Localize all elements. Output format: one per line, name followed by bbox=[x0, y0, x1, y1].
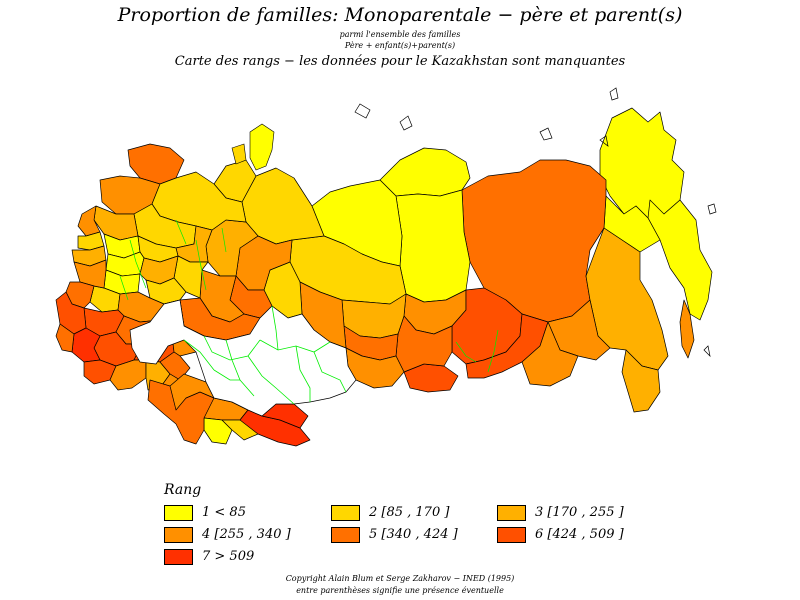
region-primorye bbox=[621, 349, 661, 413]
region-chukotka bbox=[599, 107, 685, 219]
region-novaya-zemlya bbox=[249, 123, 275, 171]
choropleth-map bbox=[55, 87, 717, 447]
region-kazakhstan bbox=[129, 299, 357, 417]
legend-swatch-rank3 bbox=[497, 505, 526, 521]
legend-label-rank2: 2 [85 , 170 ] bbox=[369, 505, 450, 520]
legend-swatch-rank1 bbox=[164, 505, 193, 521]
region-kamchatka bbox=[647, 199, 713, 321]
legend-title: Rang bbox=[164, 482, 202, 498]
legend-swatch-rank6 bbox=[497, 527, 526, 543]
legend-label-rank6: 6 [424 , 509 ] bbox=[535, 527, 624, 542]
legend-label-rank1: 1 < 85 bbox=[202, 505, 246, 520]
legend-label-rank7: 7 > 509 bbox=[202, 549, 255, 564]
region-evenkia bbox=[395, 189, 471, 303]
region-arctic-island bbox=[231, 143, 247, 165]
legend-swatch-rank4 bbox=[164, 527, 193, 543]
region-taimyr bbox=[379, 147, 471, 197]
map-title: Proportion de familles: Monoparentale − … bbox=[117, 4, 683, 26]
region-chita bbox=[521, 321, 579, 387]
legend-label-rank5: 5 [340 , 424 ] bbox=[369, 527, 458, 542]
legend-swatch-rank5 bbox=[331, 527, 360, 543]
subtitle-rank-map-note: Carte des rangs − les données pour le Ka… bbox=[174, 54, 626, 69]
copyright-note: Copyright Alain Blum et Serge Zakharov −… bbox=[285, 574, 515, 583]
legend-label-rank3: 3 [170 , 255 ] bbox=[535, 505, 624, 520]
region-sakhalin bbox=[679, 299, 695, 359]
legend-swatch-rank7 bbox=[164, 549, 193, 565]
legend-label-rank4: 4 [255 , 340 ] bbox=[202, 527, 291, 542]
region-ukraine-center bbox=[71, 327, 101, 363]
region-moldova bbox=[55, 323, 75, 353]
legend-swatch-rank2 bbox=[331, 505, 360, 521]
subtitle-population: parmi l'ensemble des familles bbox=[339, 30, 461, 39]
subtitle-family-type: Père + enfant(s)+parent(s) bbox=[344, 41, 456, 50]
footnote-parentheses: entre parenthèses signifie une présence … bbox=[296, 586, 504, 595]
